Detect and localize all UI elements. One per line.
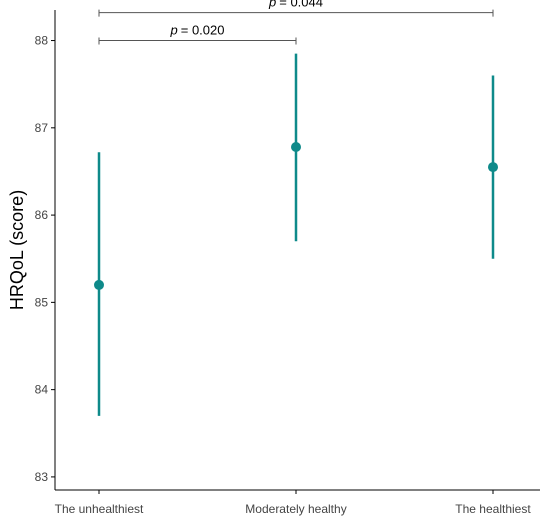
significance-bracket: p = 0.044 — [98, 0, 494, 17]
x-axis: The unhealthiest Moderately healthy The he… — [55, 489, 540, 516]
p-value-label: p = 0.044 — [268, 0, 323, 10]
p-value: = 0.020 — [181, 23, 225, 38]
y-tick-label: 87 — [35, 121, 49, 135]
data-point — [488, 162, 498, 173]
data-point — [94, 279, 104, 290]
data-points — [94, 142, 498, 290]
y-tick-label: 83 — [35, 470, 49, 484]
y-tick-label: 85 — [35, 295, 49, 309]
x-tick-label: The unhealthiest — [55, 502, 144, 516]
x-tick-label: Moderately healthy — [245, 502, 346, 516]
p-symbol: p — [170, 23, 178, 38]
p-value-label: p = 0.020 — [170, 23, 225, 38]
x-tick-label: The healthiest — [455, 502, 531, 516]
p-value: = 0.044 — [279, 0, 323, 10]
y-tick-label: 84 — [35, 383, 49, 397]
data-point — [291, 142, 301, 153]
y-axis: 83 84 85 86 87 88 — [35, 10, 56, 490]
y-tick-label: 86 — [35, 208, 49, 222]
significance-bracket: p = 0.020 — [98, 23, 297, 45]
y-axis-title: HRQoL (score) — [7, 190, 27, 310]
y-tick-label: 88 — [35, 34, 49, 48]
error-bars — [97, 53, 495, 416]
p-symbol: p — [268, 0, 276, 10]
